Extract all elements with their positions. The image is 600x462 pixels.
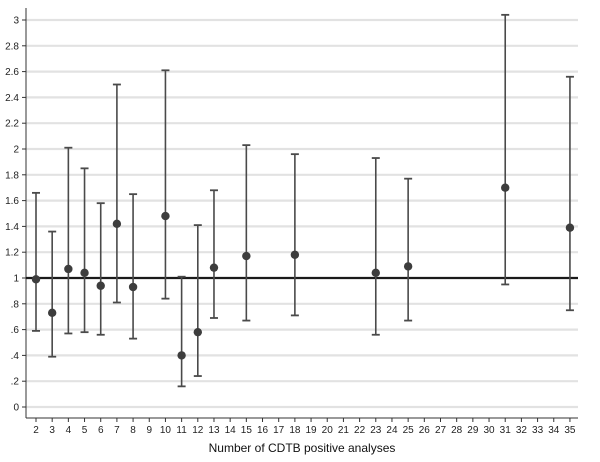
data-point-25 <box>403 262 413 271</box>
y-tick-label-12: 2.4 <box>5 93 19 104</box>
data-point-group-31 <box>501 13 510 286</box>
x-tick-label-3: 3 <box>49 425 55 436</box>
x-tick-label-12: 12 <box>192 425 204 436</box>
x-tick-label-18: 18 <box>289 425 301 436</box>
x-tick-label-6: 6 <box>98 425 104 436</box>
x-tick-label-16: 16 <box>257 425 269 436</box>
x-tick-label-15: 15 <box>241 425 253 436</box>
data-layer <box>31 13 575 388</box>
data-point-group-8 <box>128 193 138 340</box>
y-tick-label-3: .6 <box>11 325 20 336</box>
x-tick-label-20: 20 <box>322 425 334 436</box>
x-tick-label-29: 29 <box>467 425 479 436</box>
data-point-3 <box>47 308 57 318</box>
x-tick-label-13: 13 <box>208 425 220 436</box>
x-tick-label-17: 17 <box>273 425 285 436</box>
x-tick-label-9: 9 <box>146 425 152 436</box>
data-point-group-11 <box>177 275 186 388</box>
y-tick-label-11: 2.2 <box>5 119 19 130</box>
x-tick-label-31: 31 <box>500 425 512 436</box>
y-tick-label-5: 1 <box>13 274 19 285</box>
data-point-group-15 <box>242 144 251 322</box>
x-tick-label-5: 5 <box>82 425 88 436</box>
data-point-group-4 <box>64 146 73 335</box>
data-point-6 <box>96 281 105 290</box>
x-tick-label-34: 34 <box>548 425 560 436</box>
y-tick-label-2: .4 <box>11 351 20 362</box>
x-tick-label-24: 24 <box>386 425 398 436</box>
data-point-5 <box>80 268 89 278</box>
data-point-group-12 <box>193 224 202 377</box>
y-tick-label-4: .8 <box>11 299 20 310</box>
data-point-12 <box>193 327 202 337</box>
x-tick-label-7: 7 <box>114 425 120 436</box>
data-point-23 <box>371 268 380 278</box>
data-point-11 <box>177 351 186 360</box>
x-tick-label-19: 19 <box>305 425 317 436</box>
data-point-10 <box>161 211 170 221</box>
y-tick-label-1: .2 <box>11 377 20 388</box>
x-tick-label-32: 32 <box>516 425 528 436</box>
data-point-7 <box>112 219 122 229</box>
y-tick-label-13: 2.6 <box>5 67 19 78</box>
data-point-group-18 <box>290 153 300 317</box>
y-tick-label-7: 1.4 <box>5 222 19 233</box>
data-point-15 <box>242 251 251 261</box>
data-point-4 <box>64 264 73 274</box>
x-tick-label-25: 25 <box>403 425 415 436</box>
data-point-2 <box>31 275 41 284</box>
y-tick-label-9: 1.8 <box>5 170 19 181</box>
x-tick-label-4: 4 <box>66 425 72 436</box>
y-tick-label-6: 1.2 <box>5 248 19 259</box>
y-tick-label-8: 1.6 <box>5 196 19 207</box>
x-tick-label-22: 22 <box>354 425 366 436</box>
y-tick-label-0: 0 <box>13 403 19 414</box>
x-tick-label-33: 33 <box>532 425 544 436</box>
data-point-group-3 <box>47 230 57 358</box>
data-point-group-7 <box>112 83 122 304</box>
y-tick-label-14: 2.8 <box>5 41 19 52</box>
x-tick-label-27: 27 <box>435 425 447 436</box>
data-point-31 <box>501 183 510 192</box>
data-point-35 <box>565 223 575 232</box>
axis-layer: 0.2.4.6.811.21.41.61.822.22.42.62.832 3 4 5… <box>5 8 578 436</box>
data-point-group-23 <box>371 157 380 336</box>
data-point-group-2 <box>31 191 41 332</box>
x-tick-label-23: 23 <box>370 425 382 436</box>
data-point-13 <box>209 263 219 272</box>
x-tick-label-28: 28 <box>451 425 463 436</box>
data-point-group-5 <box>80 167 89 334</box>
x-tick-label-14: 14 <box>225 425 237 436</box>
data-point-18 <box>290 250 300 259</box>
y-tick-label-15: 3 <box>13 16 19 27</box>
x-axis-title: Number of CDTB positive analyses <box>209 441 396 455</box>
x-tick-label-11: 11 <box>176 425 187 436</box>
data-point-group-35 <box>565 75 575 312</box>
x-tick-label-2: 2 <box>33 425 39 436</box>
x-tick-label-35: 35 <box>564 425 576 436</box>
y-tick-label-10: 2 <box>13 145 19 156</box>
x-tick-label-10: 10 <box>160 425 172 436</box>
x-tick-label-26: 26 <box>419 425 431 436</box>
x-tick-label-8: 8 <box>130 425 136 436</box>
x-tick-label-30: 30 <box>483 425 495 436</box>
data-point-group-13 <box>209 189 219 319</box>
data-point-8 <box>128 282 138 292</box>
x-tick-label-21: 21 <box>338 425 350 436</box>
data-point-group-6 <box>96 202 105 336</box>
data-point-group-25 <box>403 177 413 322</box>
data-point-group-10 <box>161 69 170 300</box>
grid-layer <box>26 18 578 409</box>
